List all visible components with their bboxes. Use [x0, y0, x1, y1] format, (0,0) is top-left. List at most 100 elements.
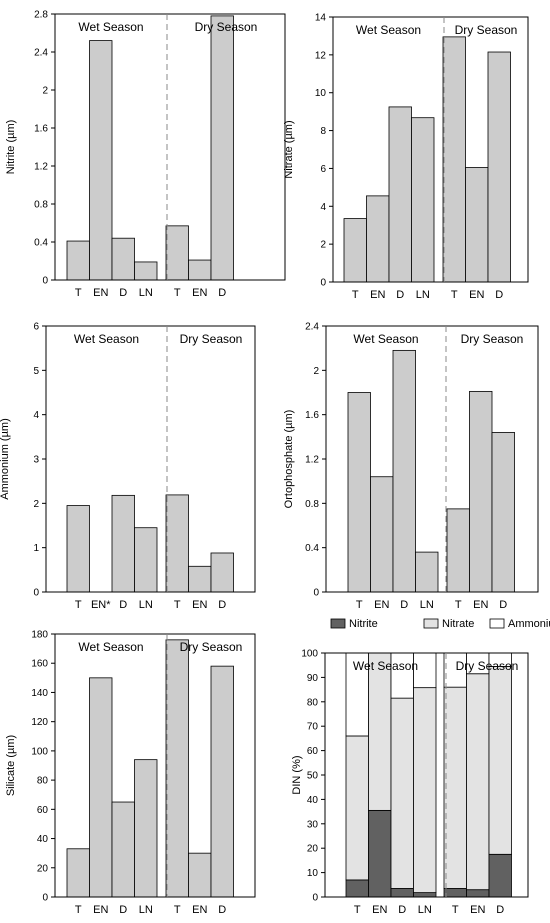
y-tick-label: 2	[320, 240, 326, 251]
x-tick-label: EN	[370, 289, 385, 301]
bar-nitrate-6	[466, 673, 490, 891]
x-tick-label: T	[452, 904, 459, 916]
bar-1	[66, 240, 90, 281]
bar-6	[188, 852, 212, 898]
y-tick-label: 0.8	[34, 200, 48, 211]
x-tick-label: EN	[372, 904, 387, 916]
legend-label-nitrite: Nitrite	[349, 618, 378, 630]
y-tick-label: 0.4	[305, 543, 319, 554]
bar-5	[442, 36, 466, 283]
x-tick-label: T	[352, 289, 359, 301]
y-tick-label: 60	[307, 746, 319, 757]
bar-4	[134, 261, 158, 281]
x-tick-label: D	[499, 599, 507, 611]
chart-panel-3: 0 1 2 3 4 5 6 T EN* D LN T EN D Wet Season Dry Season Am…	[0, 322, 256, 611]
bar-nitrite-2	[368, 809, 392, 898]
x-tick-label: D	[119, 287, 127, 299]
x-tick-label: LN	[139, 599, 153, 611]
x-tick-label: D	[119, 904, 127, 916]
x-tick-label: T	[75, 599, 82, 611]
y-tick-label: 2.8	[34, 10, 48, 21]
plot-frame	[332, 16, 529, 283]
x-tick-label: T	[356, 599, 363, 611]
y-tick-label: 1.2	[34, 162, 48, 173]
bar-3	[388, 106, 412, 283]
legend-swatch-nitrite	[330, 618, 346, 629]
bar-6	[469, 390, 493, 593]
bar-5	[165, 639, 189, 898]
y-tick-label: 10	[307, 868, 319, 879]
x-tick-label: LN	[416, 289, 430, 301]
bar-nitrite-7	[488, 853, 512, 898]
bar-1	[343, 218, 367, 283]
wet-season-label: Wet Season	[353, 659, 418, 673]
x-tick-label: D	[218, 904, 226, 916]
x-tick-label: LN	[420, 599, 434, 611]
y-tick-label: 0	[42, 893, 48, 904]
y-tick-label: 80	[37, 776, 49, 787]
x-tick-label: LN	[418, 904, 432, 916]
y-axis-label: Nitrate (µm)	[283, 120, 295, 178]
bar-5	[165, 494, 189, 593]
x-tick-label: EN	[374, 599, 389, 611]
bar-nitrite-1	[345, 879, 369, 898]
bar-3	[392, 349, 416, 593]
y-tick-label: 1.2	[305, 455, 319, 466]
dry-season-label: Dry Season	[180, 332, 243, 346]
y-tick-label: 60	[37, 805, 49, 816]
dry-season-label: Dry Season	[195, 20, 258, 34]
y-tick-label: 2	[42, 86, 48, 97]
y-tick-label: 0	[313, 588, 319, 599]
bar-7	[491, 431, 515, 593]
y-tick-label: 0	[312, 893, 318, 904]
x-tick-label: EN	[470, 904, 485, 916]
y-tick-label: 10	[315, 88, 327, 99]
bar-6	[188, 565, 212, 593]
chart-panel-5: 0 20 40 60 80 100 120 140 160 180 T EN D LN T EN D Wet Se…	[5, 630, 256, 916]
x-tick-label: EN	[192, 904, 207, 916]
y-tick-label: 70	[307, 722, 319, 733]
y-tick-label: 80	[307, 697, 319, 708]
x-tick-label: LN	[139, 904, 153, 916]
wet-season-label: Wet Season	[356, 23, 421, 37]
bar-nitrite-5	[443, 888, 467, 898]
x-tick-label: T	[451, 289, 458, 301]
bar-nitrate-1	[345, 735, 369, 881]
y-tick-label: 3	[33, 455, 39, 466]
bar-nitrate-7	[488, 666, 512, 855]
x-tick-label: EN	[192, 599, 207, 611]
x-tick-label: T	[174, 287, 181, 299]
y-tick-label: 4	[320, 202, 326, 213]
bar-nitrite-3	[390, 888, 414, 898]
y-tick-label: 20	[37, 863, 49, 874]
y-tick-label: 6	[320, 164, 326, 175]
wet-season-label: Wet Season	[78, 20, 143, 34]
bar-2	[370, 476, 394, 593]
y-tick-label: 1.6	[305, 410, 319, 421]
x-tick-label: T	[75, 904, 82, 916]
y-tick-label: 2.4	[305, 322, 319, 333]
bar-3	[111, 801, 135, 898]
x-tick-label: EN	[192, 287, 207, 299]
legend-label-nitrate: Nitrate	[442, 618, 474, 630]
x-tick-label: EN	[469, 289, 484, 301]
y-tick-label: 0	[42, 276, 48, 287]
chart-panel-6: 0 10 20 30 40 50 60 70 80 90 100 T EN D LN T EN D Wet Seas…	[291, 618, 550, 916]
y-tick-label: 8	[320, 126, 326, 137]
bar-nitrate-2	[368, 652, 392, 811]
bar-nitrite-4	[413, 892, 437, 898]
chart-panel-1: 0 0.4 0.8 1.2 1.6 2 2.4 2.8 T EN D LN T EN D Wet Season…	[5, 10, 286, 299]
y-axis-label: Nitrite (µm)	[5, 120, 17, 175]
bar-2	[89, 677, 113, 898]
legend-swatch-nitrate	[423, 618, 439, 629]
y-tick-label: 2	[313, 366, 319, 377]
x-tick-label: D	[218, 287, 226, 299]
y-tick-label: 0.8	[305, 499, 319, 510]
y-tick-label: 0	[33, 588, 39, 599]
x-tick-label: D	[396, 289, 404, 301]
y-axis-label: Ammonium (µm)	[0, 418, 11, 500]
x-tick-label: EN	[93, 904, 108, 916]
chart-panel-4: 0 0.4 0.8 1.2 1.6 2 2.4 T EN D LN T EN D Wet Season Dry…	[283, 322, 539, 611]
plot-frame	[54, 13, 286, 281]
